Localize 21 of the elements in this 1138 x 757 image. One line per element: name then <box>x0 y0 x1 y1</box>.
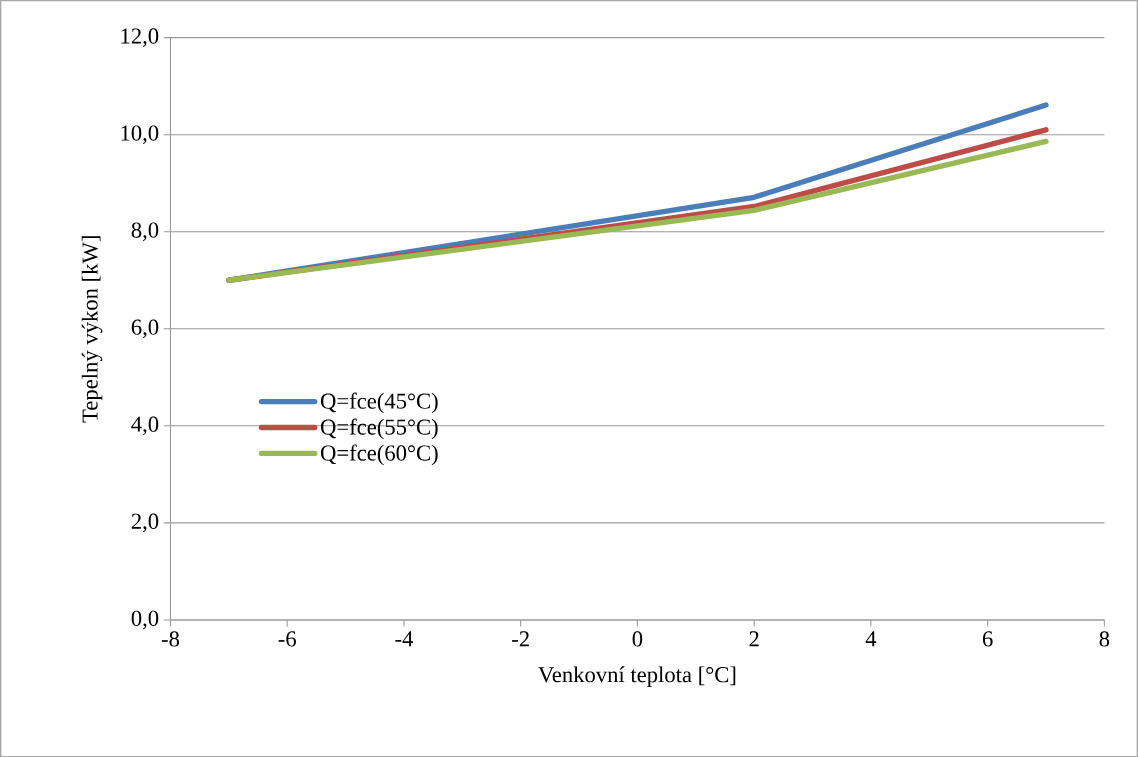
x-tick-label: -2 <box>512 631 529 647</box>
y-tick-label: 8,0 <box>131 222 159 241</box>
y-tick-label: 2,0 <box>131 513 159 532</box>
y-tick-label: 10,0 <box>121 125 159 144</box>
x-tick-label: 8 <box>1099 631 1110 647</box>
x-tick-label: -6 <box>278 631 296 647</box>
x-tick-label: 4 <box>865 631 877 646</box>
legend-label: Q=fce(55°C) <box>320 418 438 440</box>
y-tick-label: 4,0 <box>131 416 159 435</box>
legend-label: Q=fce(45°C) <box>320 392 438 414</box>
y-tick-label: 0,0 <box>131 610 159 629</box>
y-axis-title: Tepelný výkon [kW] <box>81 236 103 423</box>
x-tick-label: 0 <box>632 631 643 647</box>
x-tick-label: 6 <box>982 631 993 647</box>
legend-label: Q=fce(60°C) <box>320 444 438 466</box>
x-tick-label: 2 <box>749 631 759 647</box>
x-tick-label: -8 <box>161 631 180 647</box>
x-tick-label: -4 <box>395 631 414 646</box>
y-tick-label: 6,0 <box>131 319 159 338</box>
x-axis-title: Venkovní teplota [°C] <box>538 666 736 687</box>
y-tick-label: 12,0 <box>121 28 159 47</box>
